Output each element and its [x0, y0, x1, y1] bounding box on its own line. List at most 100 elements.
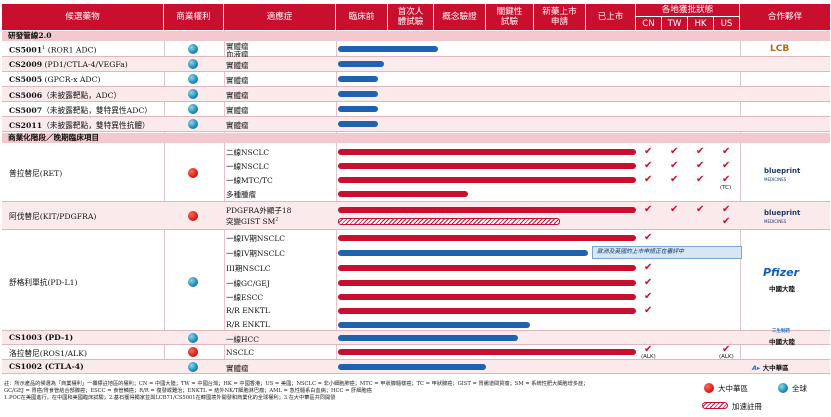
- indication: 實體瘤: [226, 61, 249, 70]
- indication: R/R ENKTL: [226, 306, 270, 315]
- global-rights-icon: [188, 362, 198, 372]
- drug-sugemalimab: 舒格利單抗(PD-L1): [9, 278, 78, 287]
- progress-bar: [338, 46, 438, 52]
- callout-ema-mhra: 歐洲及英國的上市申請正在審評中: [592, 246, 742, 259]
- section-rd: 研發管線2.0: [2, 31, 830, 41]
- approved-check-icon: ✔: [722, 204, 731, 215]
- indication: 實體瘤: [226, 76, 249, 85]
- approved-check-icon: ✔: [696, 174, 705, 185]
- header-region-tw: TW: [662, 17, 688, 30]
- legend-global: 全球: [792, 384, 807, 393]
- approved-check-icon: ✔: [722, 160, 731, 171]
- approved-check-icon: ✔: [696, 146, 705, 157]
- approved-check-icon: ✔: [644, 160, 653, 171]
- header-region-cn: CN: [636, 17, 662, 30]
- sansheng-logo: 三生制药: [772, 329, 790, 334]
- progress-bar: [338, 250, 588, 256]
- indication: 二線NSCLC: [226, 148, 270, 157]
- progress-bar: [338, 191, 468, 197]
- progress-bar: [338, 91, 378, 97]
- approved-check-icon: ✔: [722, 216, 731, 227]
- approved-check-icon: ✔: [644, 262, 653, 273]
- header-pivotal: 關鍵性試驗: [486, 4, 534, 30]
- indication: 一線IV期NSCLC: [226, 249, 286, 258]
- progress-bar: [338, 76, 378, 82]
- accelerated-progress-bar: [338, 218, 560, 225]
- progress-bar: [338, 349, 636, 355]
- indication: R/R ENKTL: [226, 320, 270, 329]
- header-partner: 合作夥伴: [740, 4, 830, 30]
- indication: 一線MTC/TC: [226, 176, 273, 185]
- progress-bar: [338, 280, 636, 286]
- progress-bar: [338, 308, 636, 314]
- table-row: [2, 345, 830, 360]
- progress-bar: [338, 335, 518, 341]
- indication: 血液瘤: [226, 50, 249, 59]
- indication: 一線NSCLC: [226, 162, 270, 171]
- drug-cs5001: CS50011 (ROR1 ADC): [9, 45, 97, 55]
- header-approvals: 各地獲批狀態: [636, 4, 740, 17]
- indication: 實體瘤: [226, 42, 249, 51]
- global-rights-icon: [188, 119, 198, 129]
- global-rights-icon: [188, 59, 198, 69]
- table-row: [2, 87, 830, 102]
- partner-region: A▸ 大中華區: [752, 364, 789, 372]
- greater-china-rights-icon: [188, 347, 198, 357]
- approved-check-icon: ✔: [670, 204, 679, 215]
- global-legend-icon: [778, 383, 788, 393]
- header-marketed: 已上市: [586, 4, 636, 30]
- approval-note: (ALK): [719, 354, 734, 360]
- legend-accelerated: 加速註冊: [732, 402, 762, 411]
- table-row: [2, 57, 830, 72]
- drug-cs1003: CS1003 (PD-1): [9, 333, 74, 342]
- approved-check-icon: ✔: [670, 174, 679, 185]
- progress-bar: [338, 61, 384, 67]
- pfizer-logo: Pfizer: [763, 266, 800, 279]
- footnote: 1.POC在美國進行，在中國和美國臨床試驗；2.基石獲得獨家並與LCB71/CS…: [4, 395, 336, 401]
- drug-cs5007: CS5007（未披露靶點，雙特異性ADC）: [9, 106, 152, 115]
- blueprint-logo: blueprint MEDICINES: [764, 209, 801, 224]
- global-rights-icon: [188, 44, 198, 54]
- header-poc: 概念驗證: [434, 4, 486, 30]
- approved-check-icon: ✔: [670, 146, 679, 157]
- header-preclinical: 臨床前: [336, 4, 388, 30]
- blueprint-logo: blueprint MEDICINES: [764, 167, 801, 182]
- indication: 一線GC/GEJ: [226, 279, 270, 288]
- approved-check-icon: ✔: [722, 344, 731, 355]
- table-row: [2, 144, 830, 202]
- table-row: [2, 202, 830, 230]
- approved-check-icon: ✔: [670, 160, 679, 171]
- header-candidate: 候選藥物: [2, 4, 164, 30]
- indication: 一線HCC: [226, 335, 260, 344]
- pfizer-region: 中國大陸: [769, 285, 795, 293]
- approved-check-icon: ✔: [696, 204, 705, 215]
- progress-bar: [338, 364, 486, 370]
- progress-bar: [338, 149, 636, 155]
- table-row: [2, 72, 830, 87]
- drug-cs1002: CS1002 (CTLA-4): [9, 362, 84, 371]
- progress-bar: [338, 106, 378, 112]
- table-row: [2, 102, 830, 117]
- global-rights-icon: [188, 333, 198, 343]
- indication: III期NSCLC: [226, 264, 271, 273]
- sansheng-region: 中國大陸: [769, 338, 795, 346]
- drug-cs5006: CS5006（未披露靶點，ADC）: [9, 91, 122, 100]
- header-rights: 商業權利: [164, 4, 224, 30]
- table-row: [2, 117, 830, 132]
- greater-china-rights-icon: [188, 211, 198, 221]
- approved-check-icon: ✔: [644, 174, 653, 185]
- progress-bar: [338, 322, 530, 328]
- table-row: [2, 41, 830, 57]
- global-rights-icon: [188, 89, 198, 99]
- indication: NSCLC: [226, 348, 255, 357]
- drug-cs2009: CS2009 (PD1/CTLA-4/VEGFa): [9, 60, 128, 69]
- indication: 實體瘤: [226, 364, 249, 373]
- approval-note: (TC): [720, 185, 732, 191]
- approved-check-icon: ✔: [644, 204, 653, 215]
- header-indication: 適應症: [224, 4, 336, 30]
- approved-check-icon: ✔: [722, 174, 731, 185]
- approved-check-icon: ✔: [644, 291, 653, 302]
- global-rights-icon: [188, 277, 198, 287]
- drug-pralsetinib: 普拉替尼(RET): [9, 169, 63, 178]
